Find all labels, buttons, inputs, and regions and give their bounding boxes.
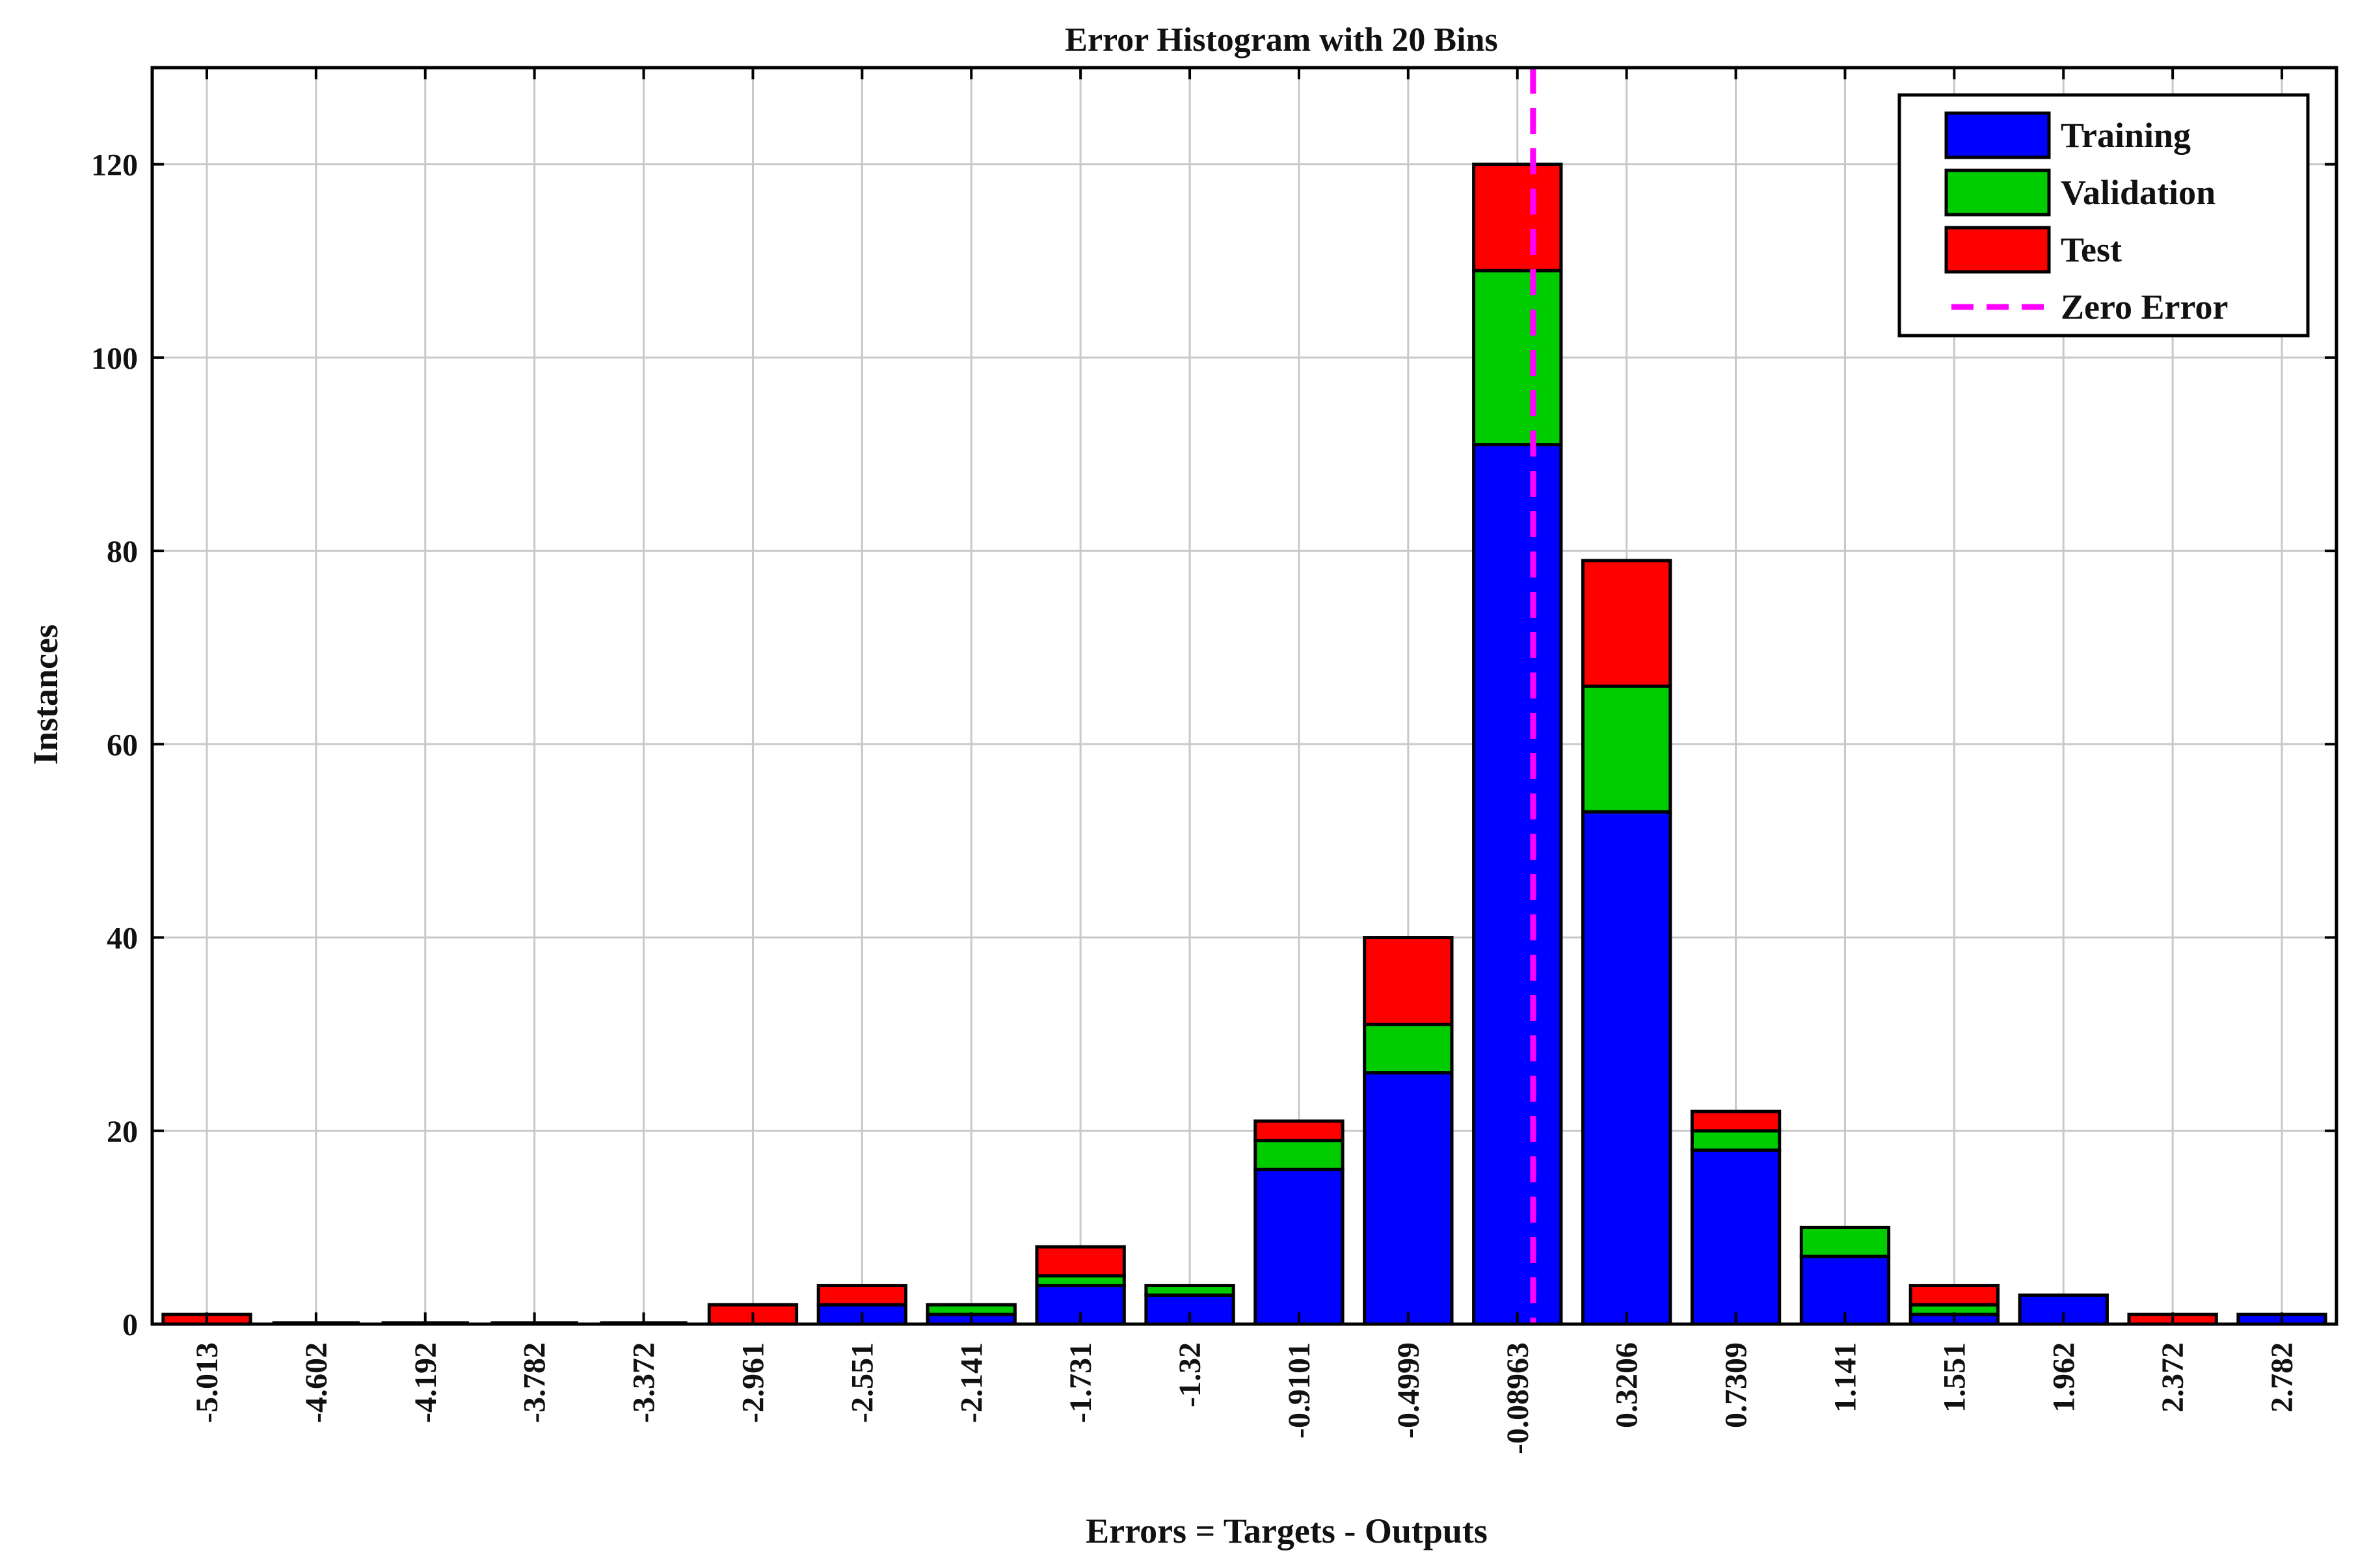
x-axis-label: Errors = Targets - Outputs (1086, 1511, 1488, 1550)
y-axis-label: Instances (26, 624, 65, 765)
x-tick-label: -4.602 (299, 1342, 334, 1423)
legend-swatch-validation (1944, 168, 2051, 217)
x-tick-label: 0.7309 (1719, 1342, 1754, 1428)
chart-title: Error Histogram with 20 Bins (1065, 21, 1497, 59)
bar-training-12 (1472, 443, 1563, 1326)
y-tick-label: 120 (91, 148, 138, 183)
bar-validation-15 (1799, 1225, 1891, 1258)
x-tick-label: 0.3206 (1610, 1342, 1644, 1428)
bar-test-14 (1690, 1110, 1782, 1133)
y-tick-label: 60 (107, 728, 138, 762)
x-tick-label: -2.551 (845, 1342, 879, 1423)
bar-test-8 (1035, 1245, 1126, 1278)
legend-swatch-training (1944, 111, 2051, 159)
plot-area: 0 20 40 60 80 100 120 -5.013 -4.602 -4.192 -3.782 -… (91, 66, 2338, 1454)
legend-swatch-test (1944, 226, 2051, 274)
y-tick-label: 100 (91, 341, 138, 376)
bar-test-16 (1908, 1284, 2000, 1307)
bar-validation-14 (1690, 1129, 1782, 1152)
legend-label-validation: Validation (2061, 173, 2215, 212)
x-tick-label: 2.782 (2265, 1342, 2299, 1413)
x-tick-label: 1.141 (1828, 1342, 1862, 1413)
legend-label-training: Training (2061, 116, 2191, 155)
x-tick-label: 1.962 (2046, 1342, 2081, 1413)
x-tick-label: -3.782 (518, 1342, 552, 1423)
x-tick-label: 2.372 (2156, 1342, 2190, 1413)
x-tick-label: -1.731 (1064, 1342, 1098, 1423)
bar-test-6 (816, 1284, 908, 1307)
y-tick-label: 80 (107, 535, 138, 569)
x-tick-label: -1.32 (1173, 1342, 1207, 1407)
legend-label-test: Test (2061, 230, 2122, 269)
x-tick-label: -2.961 (736, 1342, 770, 1423)
bar-test-12 (1472, 163, 1563, 272)
bar-validation-13 (1581, 684, 1672, 814)
bar-validation-9 (1144, 1284, 1235, 1297)
x-tick-label: 1.551 (1937, 1342, 1972, 1413)
bar-training-14 (1690, 1148, 1782, 1326)
bar-validation-11 (1363, 1022, 1454, 1075)
bar-training-10 (1253, 1167, 1345, 1326)
x-tick-label: -5.013 (190, 1342, 224, 1423)
bar-training-13 (1581, 810, 1672, 1326)
bar-test-13 (1581, 559, 1672, 688)
x-tick-label: -2.141 (954, 1342, 989, 1423)
x-tick-label: -0.9101 (1282, 1342, 1317, 1439)
y-tick-label: 0 (122, 1308, 138, 1342)
bar-test-11 (1363, 936, 1454, 1026)
y-tick-label: 40 (107, 922, 138, 956)
x-tick-label: -0.4999 (1391, 1342, 1426, 1439)
bar-validation-12 (1472, 269, 1563, 447)
bar-test-10 (1253, 1119, 1345, 1143)
x-tick-label: -3.372 (627, 1342, 662, 1423)
x-tick-label: -0.08963 (1501, 1342, 1535, 1454)
y-tick-label: 20 (107, 1115, 138, 1149)
legend: Training Validation Test Zero Error (1897, 93, 2310, 338)
bar-training-11 (1363, 1071, 1454, 1326)
bar-validation-10 (1253, 1139, 1345, 1171)
plot-frame (150, 66, 2338, 1326)
x-tick-label: -4.192 (408, 1342, 443, 1423)
legend-label-zero-error: Zero Error (2061, 287, 2228, 326)
